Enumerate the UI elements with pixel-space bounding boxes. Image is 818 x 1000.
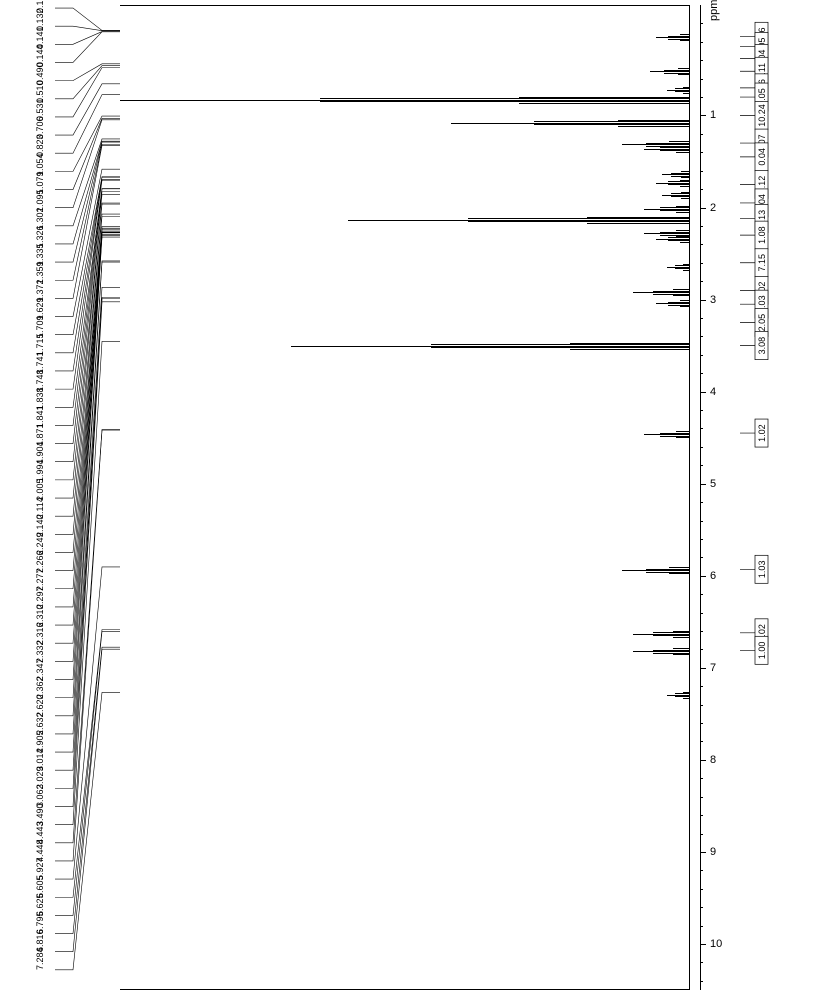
baseline [689, 6, 690, 989]
tick-label: 6 [710, 570, 716, 582]
integral-value: 3.08 [757, 337, 767, 355]
integral-value: 7.15 [757, 254, 767, 272]
integral-value: 0.04 [757, 148, 767, 166]
integral-value: 1.03 [757, 561, 767, 579]
integral-column: 2.062.051.041.110.060.0510.240.070.044.1… [740, 5, 810, 990]
tick-label: 7 [710, 662, 716, 674]
integral-value: 1.00 [757, 642, 767, 660]
peak-value-label: 7.284 [35, 947, 45, 970]
tick-label: 8 [710, 754, 716, 766]
peak-assignment-lines [55, 0, 120, 990]
spectrum-plot [120, 5, 690, 990]
ppm-axis: ppm 12345678910 [700, 5, 730, 990]
tick-label: 5 [710, 478, 716, 490]
integral-value: 10.24 [757, 104, 767, 127]
integral-value: 1.08 [757, 226, 767, 244]
tick-label: 4 [710, 386, 716, 398]
integral-value: 2.05 [757, 314, 767, 332]
integral-value: 1.02 [757, 424, 767, 442]
peak-label-column: 0.1290.1320.1410.1440.4900.5100.5310.706… [5, 0, 55, 990]
tick-label: 9 [710, 846, 716, 858]
nmr-spectrum: 0.1290.1320.1410.1440.4900.5100.5310.706… [0, 0, 818, 1000]
tick-label: 2 [710, 202, 716, 214]
tick-label: 3 [710, 294, 716, 306]
tick-label: 10 [710, 938, 722, 950]
tick-label: 1 [710, 109, 716, 121]
axis-label: ppm [708, 0, 720, 21]
